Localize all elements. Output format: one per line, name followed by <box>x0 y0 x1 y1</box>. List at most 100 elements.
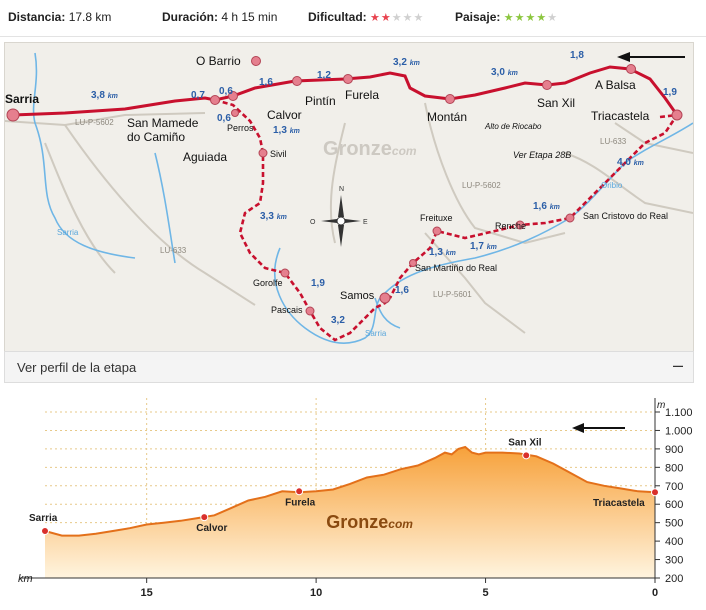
elevation-point-label: San Xil <box>508 437 542 448</box>
marker-gorolfe <box>280 268 290 278</box>
elevation-line <box>44 445 656 537</box>
collapse-icon[interactable]: – <box>672 355 683 375</box>
elevation-profile: Gronzecom 200 300 400 500 600 700 800 900 1.000 1… <box>0 382 706 605</box>
landscape-stat: Paisaje: ★★★★★ <box>455 10 558 24</box>
marker-sivil <box>258 148 268 158</box>
dist-4: 1,6 <box>259 77 273 88</box>
compass-north: N <box>339 186 344 193</box>
x-unit-label: km <box>18 573 33 585</box>
x-tick-label: 0 <box>652 587 658 599</box>
route-map[interactable]: N E O Gronzecom Sarria O Barrio San Mame… <box>4 42 694 352</box>
duration-stat: Duración: 4 h 15 min <box>162 10 277 24</box>
duration-value: 4 h 15 min <box>221 10 278 24</box>
dist-19: 0,6 <box>217 113 231 124</box>
marker-perros <box>231 109 239 117</box>
dist-10: 4,0 km <box>617 157 644 168</box>
road-label-lup5601: LU-P-5601 <box>433 290 472 299</box>
dist-14: 1,6 <box>395 285 409 296</box>
dist-12: 1,7 km <box>470 241 497 252</box>
road-label-lu633-b: LU-633 <box>600 137 627 146</box>
marker-montan <box>445 94 455 104</box>
profile-toggle-label: Ver perfil de la etapa <box>17 360 137 375</box>
label-perros: Perros <box>227 123 254 133</box>
dist-8: 1,8 <box>570 50 584 61</box>
dist-2: 0,7 <box>191 90 205 101</box>
road-label-lu633-a: LU-633 <box>160 246 187 255</box>
star-filled-icon: ★ <box>536 12 548 24</box>
dist-16: 1,9 <box>311 278 325 289</box>
y-tick-label: 1.100 <box>665 407 693 419</box>
elevation-point-label: Calvor <box>196 523 227 534</box>
star-empty-icon: ★ <box>402 12 414 24</box>
landscape-label: Paisaje: <box>455 10 501 24</box>
star-filled-icon: ★ <box>514 12 526 24</box>
road-label-lup5602-b: LU-P-5602 <box>462 181 501 190</box>
dist-5: 1,2 <box>317 70 331 81</box>
y-tick-label: 1.000 <box>665 425 693 437</box>
elevation-area <box>45 447 655 578</box>
elevation-point <box>295 487 304 496</box>
elevation-point-label: Sarria <box>29 513 58 524</box>
marker-calvor <box>228 91 238 101</box>
dist-15: 3,2 <box>331 315 345 326</box>
road-label-lup5602-a: LU-P-5602 <box>75 118 114 127</box>
marker-freituxe <box>432 226 442 236</box>
label-calvor: Calvor <box>267 108 302 122</box>
elevation-point-label: Triacastela <box>593 498 645 509</box>
place-labels: Sarria O Barrio San Mamede do Camiño Agu… <box>5 54 668 315</box>
y-tick-label: 700 <box>665 481 683 493</box>
dist-17: 3,3 km <box>260 211 287 222</box>
elevation-point <box>41 526 49 535</box>
compass-rose: N E O <box>310 186 368 247</box>
label-sanmamede-2: do Camiño <box>127 130 185 144</box>
label-sanmamede-1: San Mamede <box>127 116 199 130</box>
elevation-point <box>651 488 659 497</box>
marker-aguiada <box>210 95 220 105</box>
label-abalsa: A Balsa <box>595 78 636 92</box>
y-tick-label: 800 <box>665 462 683 474</box>
y-tick-label: 900 <box>665 444 683 456</box>
dist-7: 3,0 km <box>491 67 518 78</box>
compass-east: E <box>363 219 368 226</box>
label-renche: Renche <box>495 221 526 231</box>
star-empty-icon: ★ <box>391 12 403 24</box>
star-filled-icon: ★ <box>525 12 537 24</box>
road-network <box>5 102 693 334</box>
x-tick-label: 15 <box>141 587 153 599</box>
dist-9: 1,9 <box>663 87 677 98</box>
marker-pascais <box>305 306 315 316</box>
label-ver-etapa: Ver Etapa 28B <box>513 150 571 160</box>
label-freituxe: Freituxe <box>420 213 453 223</box>
label-montan: Montán <box>427 110 467 124</box>
route-map-svg: N E O Gronzecom Sarria O Barrio San Mame… <box>5 50 693 344</box>
elevation-point-label: Furela <box>285 497 315 508</box>
river-labels: Sarria Sarria Oribio <box>57 181 623 338</box>
profile-toggle-bar[interactable]: Ver perfil de la etapa – <box>4 351 694 383</box>
dist-11: 1,6 km <box>533 201 560 212</box>
chart-watermark: Gronzecom <box>326 512 413 532</box>
dist-6: 3,2 km <box>393 57 420 68</box>
label-sivil: Sivil <box>270 149 287 159</box>
profile-direction-arrow <box>572 423 625 433</box>
marker-triacastela <box>671 109 683 121</box>
marker-sarria <box>6 108 20 122</box>
map-watermark: Gronzecom <box>323 138 417 160</box>
route-alternative-sivil <box>214 98 391 342</box>
marker-furela <box>343 74 353 84</box>
dist-18: 1,3 km <box>273 125 300 136</box>
distance-value: 17.8 km <box>68 10 112 24</box>
place-markers <box>6 56 683 316</box>
elevation-point <box>200 513 209 522</box>
label-sanmartino: San Martiño do Real <box>415 263 497 273</box>
landscape-rating-stars: ★★★★★ <box>504 12 558 24</box>
label-gorolfe: Gorolfe <box>253 278 283 288</box>
distance-labels: 3,8 km 0,7 0,6 1,6 1,2 3,2 km 3,0 km 1,8… <box>91 50 677 326</box>
y-tick-label: 400 <box>665 536 683 548</box>
river-label-sarria-1: Sarria <box>57 228 79 237</box>
stats-bar: Distancia: 17.8 km Duración: 4 h 15 min … <box>0 0 706 37</box>
label-obarrio: O Barrio <box>196 54 241 68</box>
elevation-chart-svg: Gronzecom 200 300 400 500 600 700 800 900 1.000 1… <box>18 398 693 599</box>
route-alternative-samos <box>388 113 680 299</box>
star-empty-icon: ★ <box>413 12 425 24</box>
star-empty-icon: ★ <box>547 12 559 24</box>
